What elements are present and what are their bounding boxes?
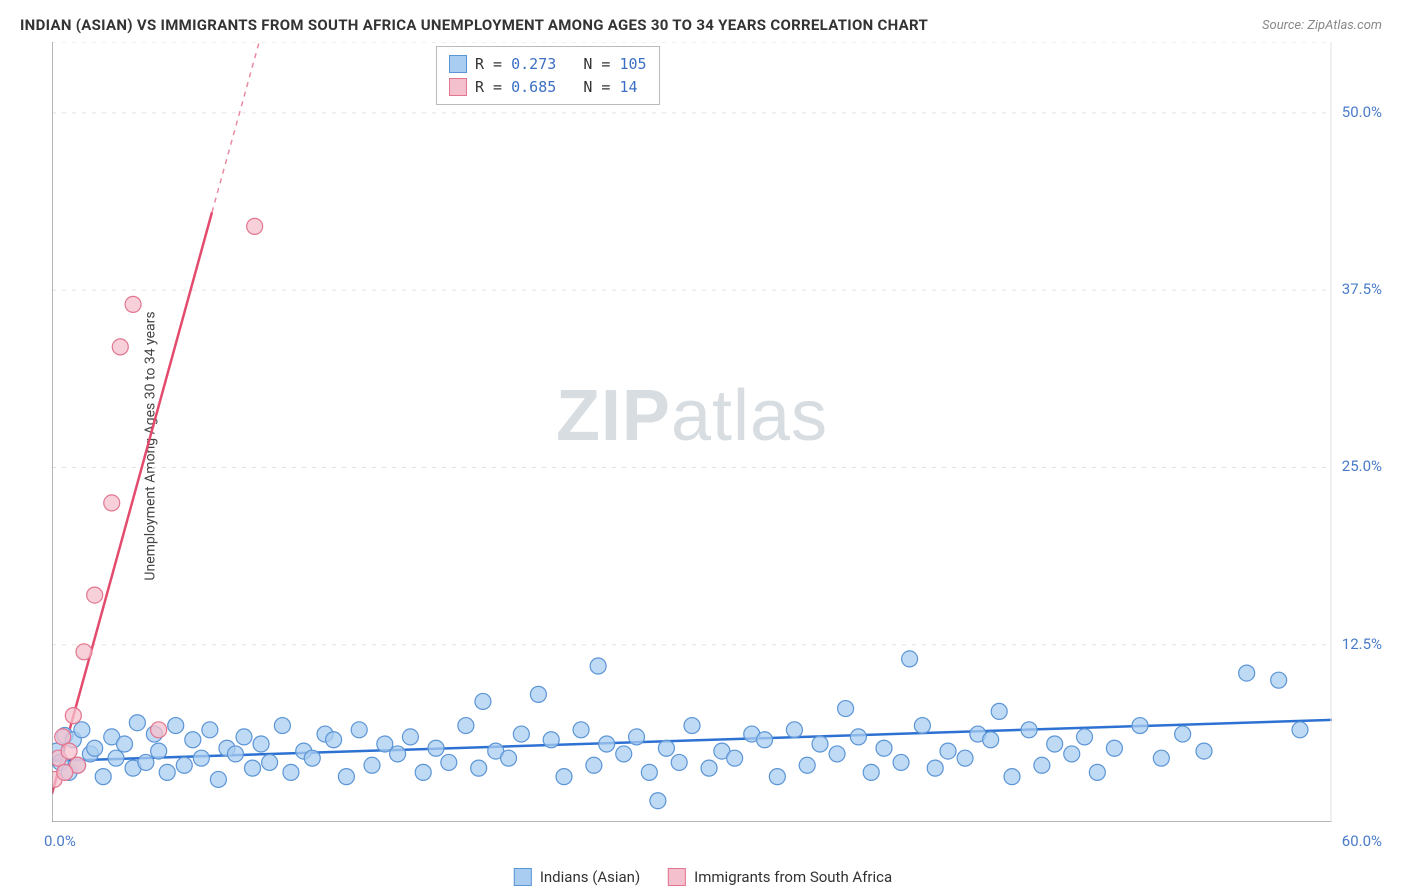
legend-swatch [668,868,686,886]
legend-swatch [449,78,467,96]
y-tick-label: 50.0% [1342,103,1382,121]
x-axis-min-label: 0.0% [44,832,76,850]
plot-area: ZIPatlas [52,42,1332,822]
stats-legend-row: R = 0.273 N = 105 [449,53,647,76]
correlation-chart: INDIAN (ASIAN) VS IMMIGRANTS FROM SOUTH … [0,0,1406,892]
legend-label: Indians (Asian) [540,868,640,886]
legend-swatch [449,55,467,73]
x-axis-max-label: 60.0% [1342,832,1382,850]
plot-svg [52,42,1332,822]
stats-legend: R = 0.273 N = 105R = 0.685 N = 14 [436,46,660,105]
y-tick-label: 12.5% [1342,635,1382,653]
y-tick-label: 25.0% [1342,457,1382,475]
legend-swatch [514,868,532,886]
source-label: Source: ZipAtlas.com [1262,18,1382,33]
stats-legend-row: R = 0.685 N = 14 [449,76,647,99]
legend-stats-text: R = 0.273 N = 105 [475,53,647,76]
legend-label: Immigrants from South Africa [694,868,892,886]
y-tick-label: 37.5% [1342,280,1382,298]
series-legend: Indians (Asian) Immigrants from South Afr… [514,868,892,886]
legend-item: Immigrants from South Africa [668,868,892,886]
legend-item: Indians (Asian) [514,868,640,886]
chart-title: INDIAN (ASIAN) VS IMMIGRANTS FROM SOUTH … [20,16,928,34]
legend-stats-text: R = 0.685 N = 14 [475,76,638,99]
